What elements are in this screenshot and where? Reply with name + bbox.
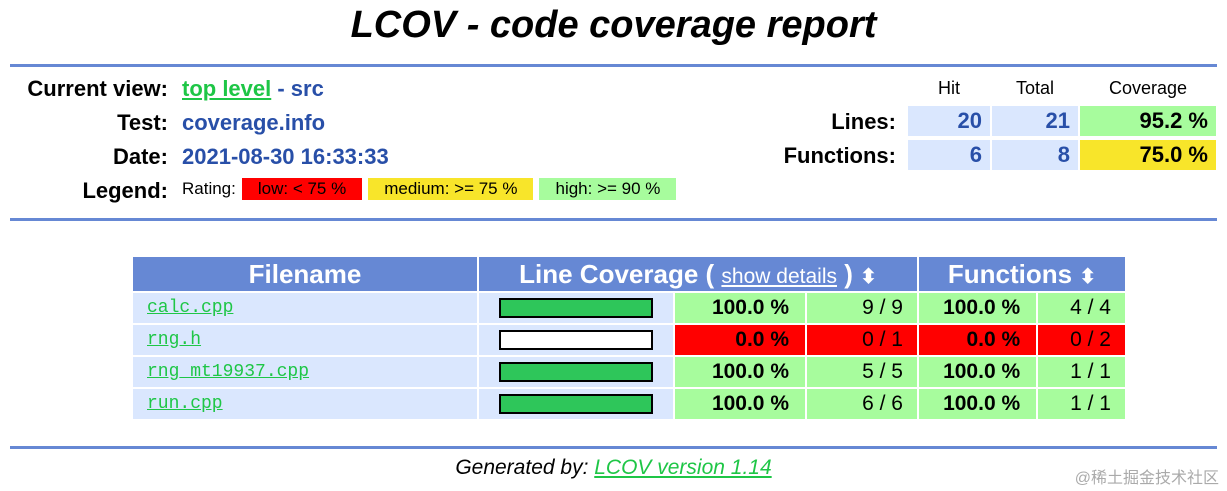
coverage-bar-cell xyxy=(479,357,673,387)
legend-medium: medium: >= 75 % xyxy=(368,178,534,200)
bottom-ruler xyxy=(10,446,1217,449)
summary-functions-coverage: 75.0 % xyxy=(1080,140,1216,170)
current-view-dir: - src xyxy=(271,76,324,101)
func-ratio: 0 / 2 xyxy=(1038,325,1125,355)
line-pct: 0.0 % xyxy=(675,325,805,355)
line-ratio: 5 / 5 xyxy=(807,357,917,387)
filename-cell: rng.h xyxy=(133,325,477,355)
show-details-link[interactable]: show details xyxy=(721,264,837,288)
lcov-version-link[interactable]: LCOV version 1.14 xyxy=(594,456,772,479)
page-title: LCOV - code coverage report xyxy=(350,4,877,46)
table-row: rng.h 0.0 % 0 / 1 0.0 % 0 / 2 xyxy=(133,325,1125,355)
current-view-value: top level - src xyxy=(182,76,324,102)
current-view-label: Current view: xyxy=(27,76,168,101)
mid-ruler xyxy=(10,218,1217,221)
coverage-bar-cell xyxy=(479,389,673,419)
legend-rating-label: Rating: xyxy=(182,179,236,198)
func-ratio: 1 / 1 xyxy=(1038,357,1125,387)
func-pct: 0.0 % xyxy=(919,325,1037,355)
summary-lines-total: 21 xyxy=(992,106,1078,136)
file-link[interactable]: rng_mt19937.cpp xyxy=(147,362,310,382)
file-link[interactable]: rng.h xyxy=(147,330,202,350)
coverage-bar-cell xyxy=(479,325,673,355)
summary-lines-coverage: 95.2 % xyxy=(1080,106,1216,136)
file-link[interactable]: run.cpp xyxy=(147,394,223,414)
legend-label: Legend: xyxy=(82,178,168,203)
summary-lines-hit: 20 xyxy=(908,106,990,136)
top-ruler xyxy=(10,64,1217,67)
line-pct: 100.0 % xyxy=(675,293,805,323)
line-pct: 100.0 % xyxy=(675,357,805,387)
legend-low: low: < 75 % xyxy=(241,178,363,200)
coverage-bar-cell xyxy=(479,293,673,323)
sort-icon[interactable]: ⬍ xyxy=(860,265,877,288)
top-level-link[interactable]: top level xyxy=(182,76,272,101)
col-filename: Filename xyxy=(133,257,477,291)
line-ratio: 0 / 1 xyxy=(807,325,917,355)
coverage-bar xyxy=(499,330,653,350)
watermark: @稀土掘金技术社区 xyxy=(1074,470,1219,487)
date-value: 2021-08-30 16:33:33 xyxy=(182,144,389,169)
summary-functions-label: Functions: xyxy=(783,143,896,168)
summary-col-hit: Hit xyxy=(938,78,960,98)
func-pct: 100.0 % xyxy=(919,357,1037,387)
table-row: rng_mt19937.cpp 100.0 % 5 / 5 100.0 % 1 … xyxy=(133,357,1125,387)
filename-cell: rng_mt19937.cpp xyxy=(133,357,477,387)
func-ratio: 4 / 4 xyxy=(1038,293,1125,323)
coverage-bar xyxy=(499,362,653,382)
line-ratio: 6 / 6 xyxy=(807,389,917,419)
table-row: run.cpp 100.0 % 6 / 6 100.0 % 1 / 1 xyxy=(133,389,1125,419)
test-label: Test: xyxy=(117,110,168,135)
footer: Generated by: LCOV version 1.14 xyxy=(455,456,772,479)
date-label: Date: xyxy=(112,144,168,169)
func-pct: 100.0 % xyxy=(919,389,1037,419)
func-pct: 100.0 % xyxy=(919,293,1037,323)
col-functions: Functions ⬍ xyxy=(919,257,1125,291)
file-link[interactable]: calc.cpp xyxy=(147,298,234,318)
col-line-coverage: Line Coverage ( show details ) ⬍ xyxy=(479,257,917,291)
sort-icon[interactable]: ⬍ xyxy=(1079,265,1097,288)
line-ratio: 9 / 9 xyxy=(807,293,917,323)
func-ratio: 1 / 1 xyxy=(1038,389,1125,419)
legend: Rating: low: < 75 % medium: >= 75 % high… xyxy=(182,178,682,200)
summary-col-total: Total xyxy=(1015,78,1055,98)
summary-functions-total: 8 xyxy=(992,140,1078,170)
coverage-bar xyxy=(499,394,653,414)
summary-functions-hit: 6 xyxy=(908,140,990,170)
table-row: calc.cpp 100.0 % 9 / 9 100.0 % 4 / 4 xyxy=(133,293,1125,323)
test-value: coverage.info xyxy=(182,110,326,135)
coverage-bar xyxy=(499,298,653,318)
summary-lines-label: Lines: xyxy=(831,109,896,134)
line-pct: 100.0 % xyxy=(675,389,805,419)
summary-col-coverage: Coverage xyxy=(1108,78,1188,98)
file-coverage-table: Filename Line Coverage ( show details ) … xyxy=(131,255,1127,421)
legend-high: high: >= 90 % xyxy=(539,178,677,200)
filename-cell: calc.cpp xyxy=(133,293,477,323)
filename-cell: run.cpp xyxy=(133,389,477,419)
